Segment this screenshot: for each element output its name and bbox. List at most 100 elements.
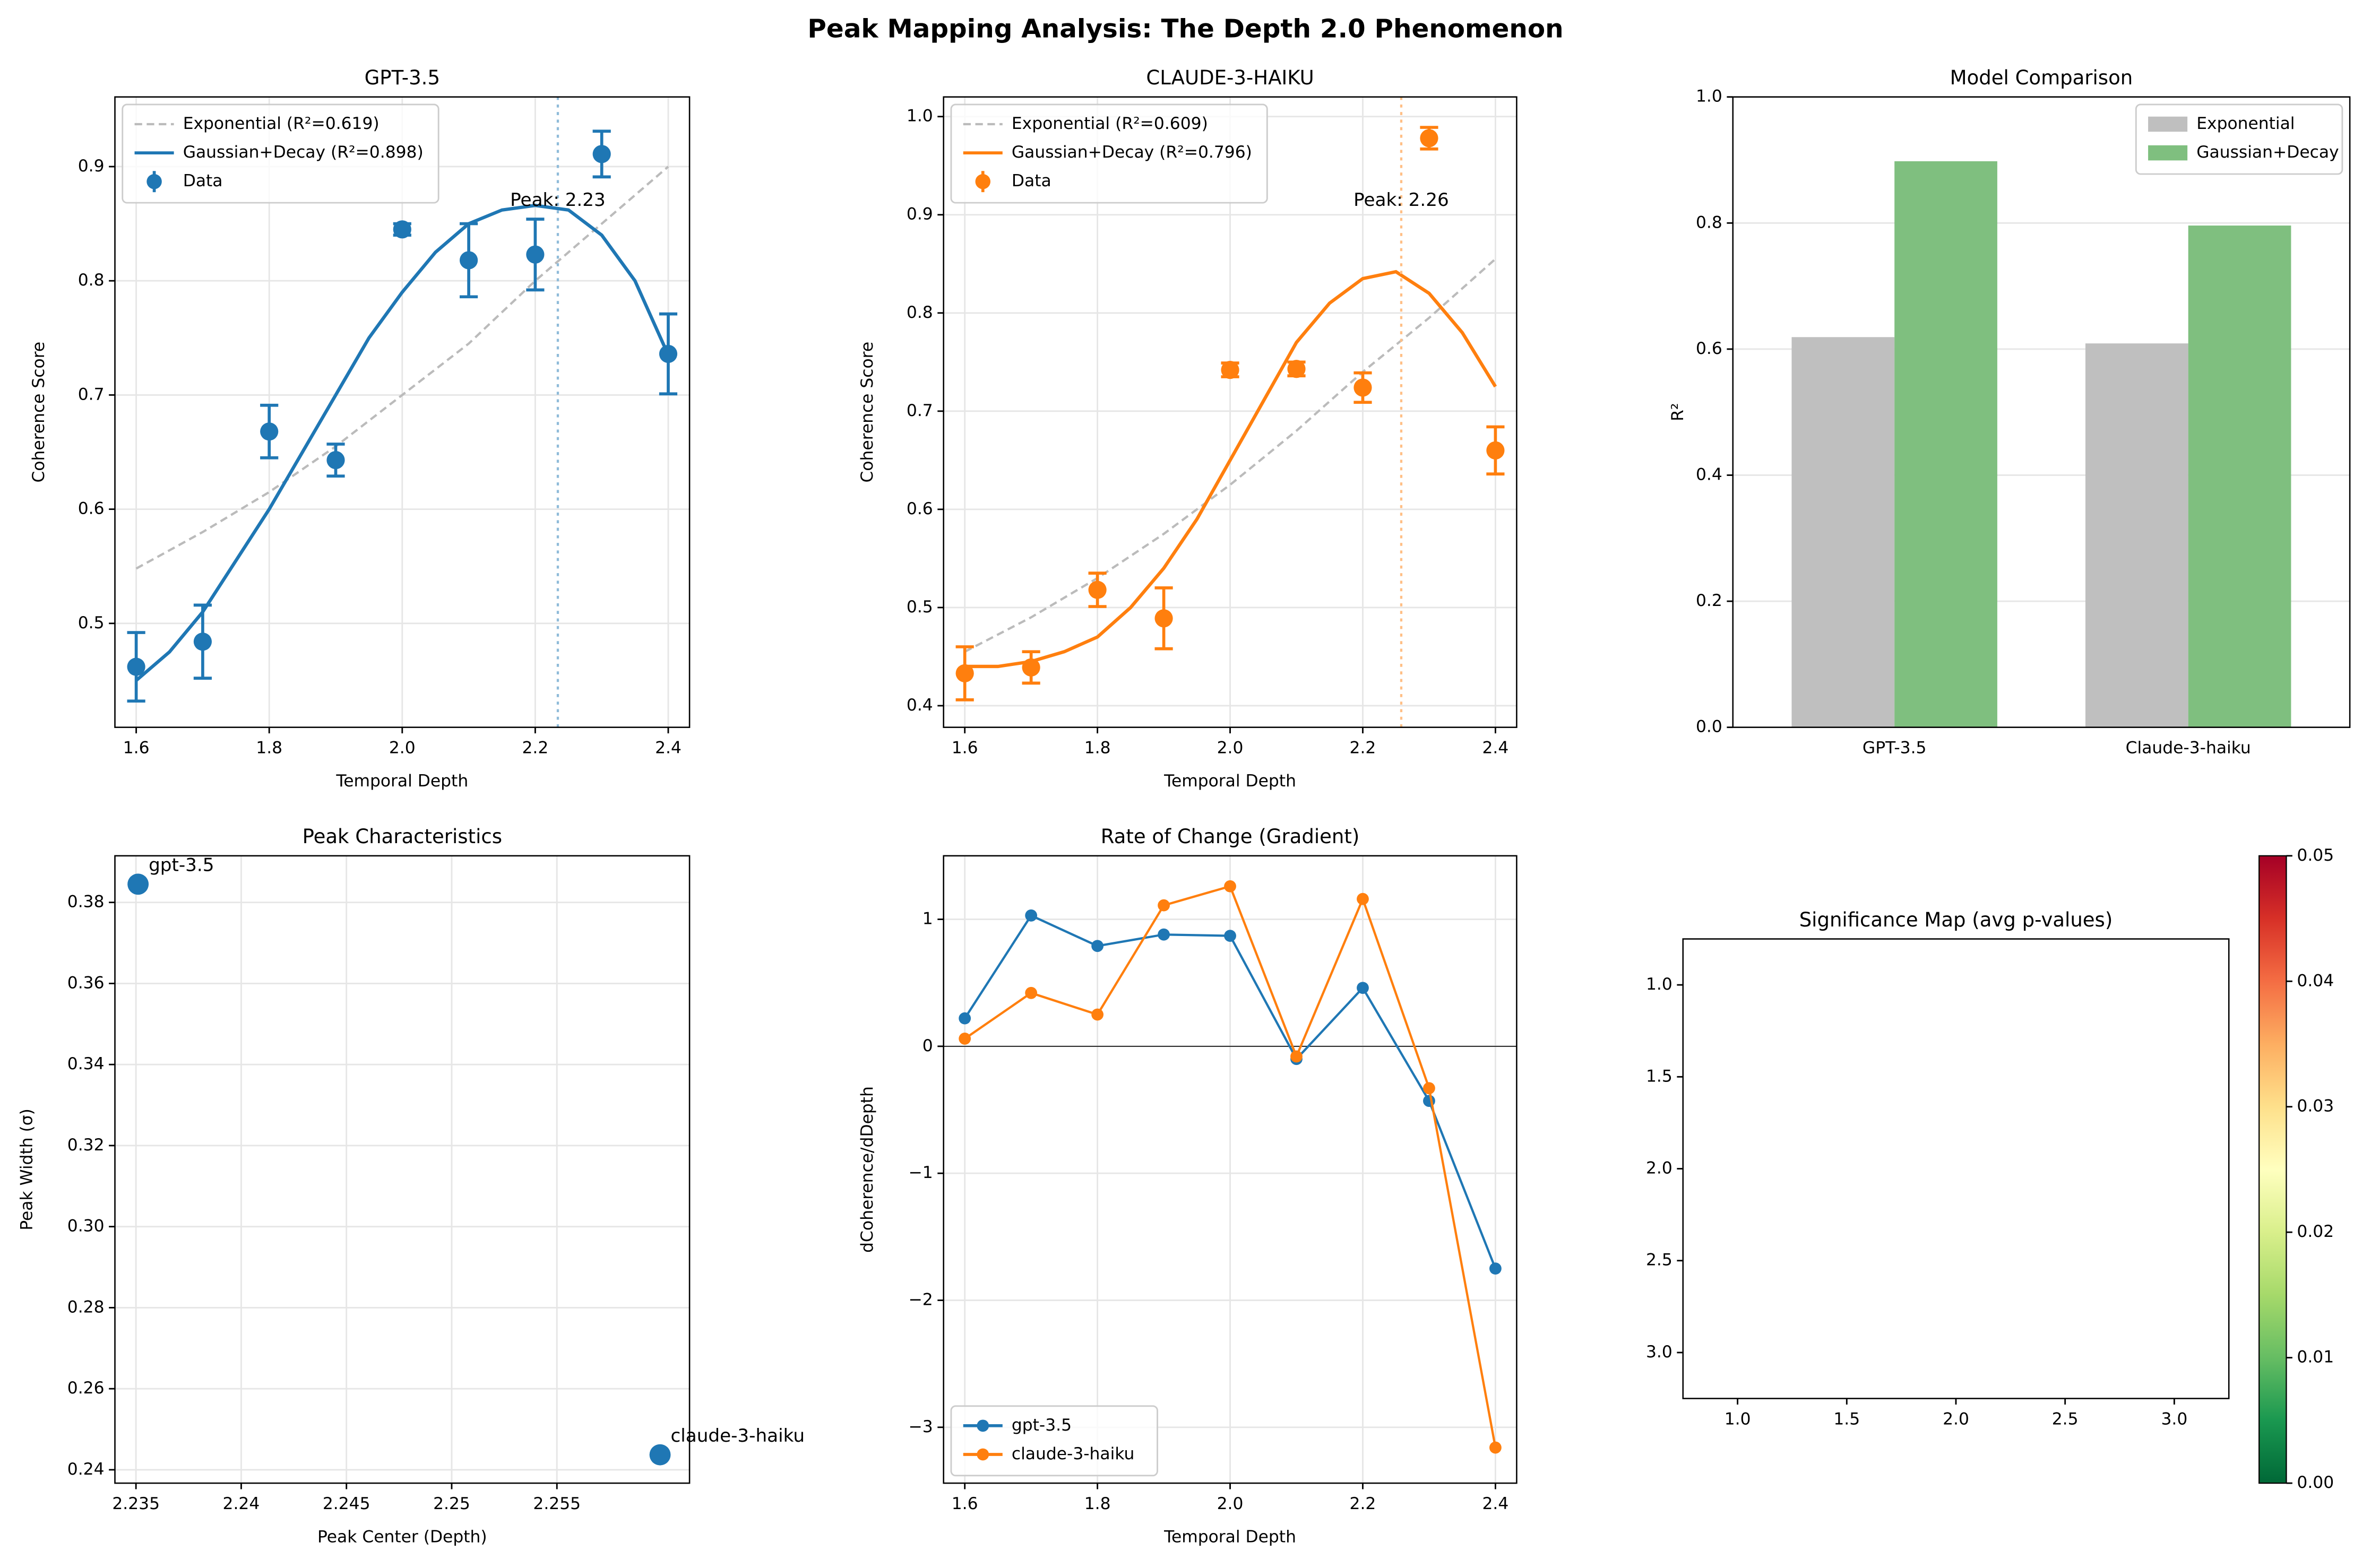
- series-marker: [1091, 1008, 1104, 1021]
- y-tick-label: 0.26: [67, 1379, 105, 1398]
- x-tick-label: 1.0: [1725, 1409, 1751, 1428]
- data-point: [1221, 361, 1239, 379]
- x-axis-label: Temporal Depth: [335, 772, 468, 791]
- axes-title: GPT-3.5: [365, 66, 440, 89]
- y-tick-label: 0.2: [1696, 591, 1722, 610]
- fit-line: [135, 166, 669, 570]
- x-axis-label: Temporal Depth: [1163, 772, 1296, 791]
- axes-frame: [1732, 96, 2351, 728]
- y-tick-label: 3.0: [1646, 1342, 1672, 1362]
- data-point: [326, 451, 345, 470]
- y-tick-label: 2.5: [1646, 1251, 1672, 1270]
- y-tick-label: 0.5: [907, 597, 933, 617]
- series-marker: [1423, 1082, 1435, 1095]
- data-point: [955, 664, 974, 682]
- x-tick-label: 2.4: [1482, 739, 1508, 758]
- series-marker: [1091, 940, 1104, 952]
- x-tick-label: 1.6: [123, 739, 150, 758]
- x-tick-label: 1.6: [952, 739, 978, 758]
- series-marker: [1489, 1441, 1502, 1454]
- y-tick-label: −1: [909, 1163, 933, 1182]
- legend-box: [2135, 103, 2343, 175]
- legend-swatch: [2148, 145, 2188, 161]
- series-marker: [1158, 928, 1170, 941]
- y-tick-label: 1: [922, 909, 933, 928]
- y-tick-label: 1.5: [1646, 1067, 1672, 1086]
- y-tick-label: 0.9: [907, 205, 933, 224]
- point-label: claude-3-haiku: [671, 1425, 805, 1446]
- y-tick-label: −2: [909, 1290, 933, 1309]
- scatter-point: [127, 873, 149, 895]
- y-tick-label: 0.24: [67, 1460, 105, 1479]
- data-point: [1287, 360, 1306, 378]
- legend-marker: [977, 1448, 989, 1461]
- y-tick-label: 0.38: [67, 893, 105, 912]
- x-tick-label: 2.5: [2052, 1409, 2079, 1428]
- data-point: [526, 245, 545, 264]
- colorbar: [2258, 855, 2287, 1484]
- x-tick-label: 1.5: [1833, 1409, 1860, 1428]
- legend-label: Gaussian+Decay: [2196, 143, 2339, 162]
- legend-box: [950, 1405, 1158, 1477]
- x-tick-label: 2.2: [522, 739, 548, 758]
- series-marker: [959, 1033, 971, 1045]
- series-marker: [1357, 893, 1369, 905]
- axes-frame: [1682, 938, 2230, 1399]
- y-tick-label: 0.9: [78, 157, 105, 176]
- colorbar-tick-label: 0.05: [2297, 846, 2334, 865]
- colorbar-tick-label: 0.03: [2297, 1097, 2334, 1116]
- legend-box: [122, 103, 439, 204]
- series-marker: [1290, 1050, 1303, 1063]
- y-axis-label: dCoherence/dDepth: [858, 1086, 877, 1253]
- y-axis-label: Coherence Score: [858, 342, 877, 483]
- legend-label: Exponential (R²=0.609): [1012, 114, 1208, 133]
- y-tick-label: 1.0: [1696, 87, 1722, 106]
- legend-marker: [977, 1419, 989, 1432]
- x-tick-label: 3.0: [2161, 1409, 2187, 1428]
- x-tick-label: 2.0: [1217, 1494, 1244, 1513]
- y-tick-label: 0.4: [1696, 465, 1722, 484]
- x-tick-label: 2.0: [1217, 739, 1244, 758]
- y-tick-label: 1.0: [907, 107, 933, 126]
- legend-label: Data: [1012, 171, 1051, 190]
- x-tick-label: 2.0: [389, 739, 416, 758]
- y-tick-label: 0.32: [67, 1136, 105, 1155]
- axes-frame: [943, 96, 1518, 728]
- y-tick-label: 0.36: [67, 973, 105, 992]
- series-marker: [1357, 982, 1369, 994]
- x-tick-label: 2.25: [433, 1494, 470, 1513]
- x-tick-label: 1.8: [1084, 1494, 1111, 1513]
- bar: [2188, 226, 2291, 727]
- axes-frame: [114, 96, 691, 728]
- axes-frame: [114, 855, 691, 1484]
- axes-title: Rate of Change (Gradient): [1101, 825, 1360, 848]
- legend-label: Gaussian+Decay (R²=0.796): [1012, 143, 1252, 162]
- data-point: [1353, 378, 1372, 397]
- data-point: [1420, 129, 1438, 148]
- x-tick-label: 2.4: [655, 739, 682, 758]
- y-tick-label: 1.0: [1646, 975, 1672, 994]
- series-marker: [1489, 1262, 1502, 1275]
- legend-box: [950, 103, 1268, 204]
- x-axis-label: Peak Center (Depth): [317, 1528, 487, 1547]
- y-axis-label: R²: [1668, 403, 1687, 421]
- fit-line: [964, 270, 1497, 669]
- y-tick-label: 0.30: [67, 1217, 105, 1236]
- y-tick-label: 0.8: [1696, 213, 1722, 232]
- point-label: gpt-3.5: [149, 855, 214, 876]
- colorbar-tick-label: 0.04: [2297, 971, 2334, 990]
- legend-label: gpt-3.5: [1012, 1416, 1072, 1435]
- colorbar-tick-label: 0.02: [2297, 1222, 2334, 1241]
- legend-label: Exponential: [2196, 114, 2295, 133]
- data-point: [592, 145, 611, 163]
- legend-swatch: [2148, 116, 2188, 132]
- data-point: [1022, 658, 1040, 677]
- legend-label: Exponential (R²=0.619): [183, 114, 380, 133]
- y-tick-label: 0.8: [907, 303, 933, 322]
- y-tick-label: 0.6: [1696, 339, 1722, 358]
- x-tick-label: 2.24: [223, 1494, 260, 1513]
- bar: [2085, 343, 2188, 727]
- y-tick-label: −3: [909, 1417, 933, 1436]
- y-axis-label: Coherence Score: [29, 342, 48, 483]
